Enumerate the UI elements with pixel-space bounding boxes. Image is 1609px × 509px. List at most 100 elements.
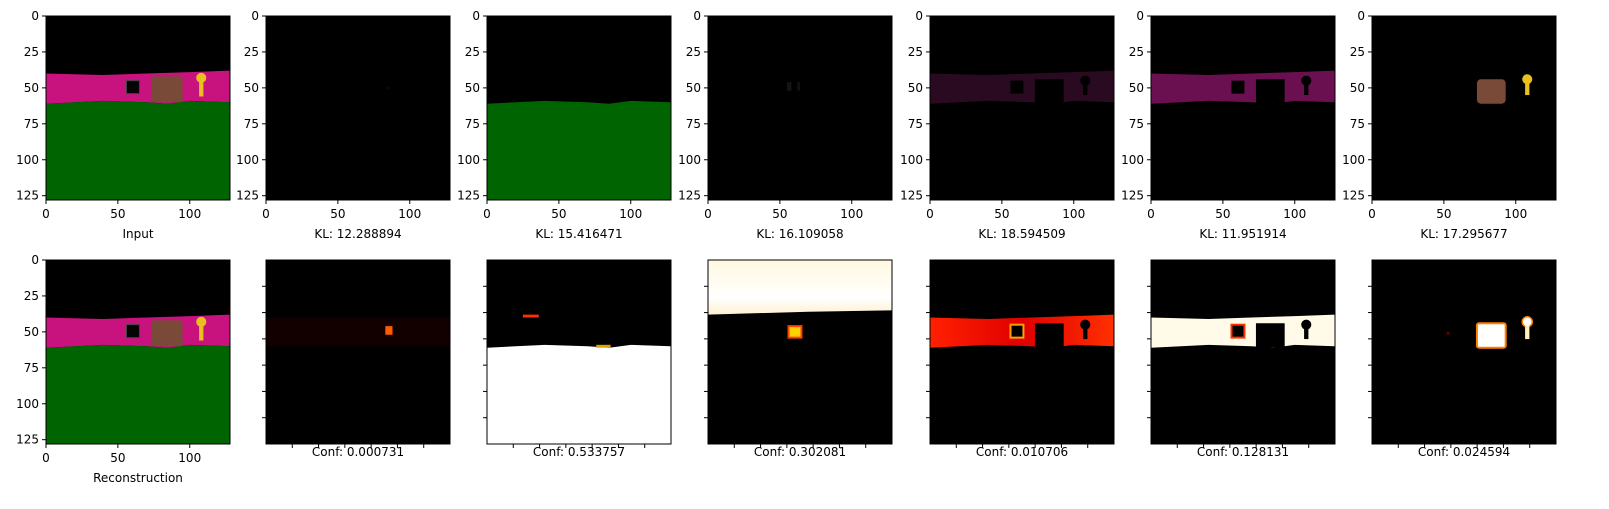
panel-label: Conf: 0.024594 [1418,445,1510,459]
axes-frame [1150,259,1336,445]
x-tick-label: 0 [1147,207,1155,221]
y-tick-label: 125 [16,189,39,203]
y-tick-label: 25 [24,45,39,59]
panel-label: Conf: 0.010706 [976,445,1068,459]
panel-label: Conf: 0.000731 [312,445,404,459]
axes-frame [707,15,893,201]
y-tick-label: 50 [244,81,259,95]
panel-top-2: 0 50 100 0 25 50 75 100 125 KL: 12.288894 [236,9,451,241]
heat-edge-spot [596,344,611,348]
heat-key [1525,326,1530,340]
panel-bottom-3: Conf: 0.533757 [483,259,672,459]
panel-top-5: 0 50 100 0 25 50 75 100 125 KL: 18.594509 [900,9,1115,241]
key-head [196,72,207,83]
x-tick-label: 0 [262,207,270,221]
y-tick-label: 0 [1357,9,1365,23]
x-tick-label: 100 [619,207,642,221]
panel-label: KL: 15.416471 [535,227,622,241]
window-hole [1230,323,1246,339]
panel-bottom-5: Conf: 0.010706 [926,259,1115,459]
box-object [150,76,183,103]
key-hole [1301,319,1312,330]
key-hole [1304,326,1309,340]
y-tick-label: 25 [465,45,480,59]
x-tick-label: 50 [551,207,566,221]
box-hole [1034,323,1064,348]
y-tick-label: 50 [24,81,39,95]
axes-frame [486,259,672,445]
floor-mask [487,100,671,200]
y-tick-label: 125 [457,189,480,203]
faint-speck [386,86,390,90]
faint-mark [797,82,800,91]
heat-spot [385,326,393,335]
x-tick-label: 100 [178,451,201,465]
key-mask [1525,82,1530,96]
panel-label: Conf: 0.302081 [754,445,846,459]
x-tick-label: 100 [1283,207,1306,221]
y-tick-label: 75 [24,361,39,375]
panel-label: Conf: 0.128131 [1197,445,1289,459]
key-hole [1080,319,1091,330]
panel-label: KL: 17.295677 [1420,227,1507,241]
key-shaft [199,80,204,97]
panel-top-7: 0 50 100 0 25 50 75 100 125 KL: 17.295677 [1342,9,1557,241]
panel-label: KL: 11.951914 [1199,227,1286,241]
panel-label: Conf: 0.533757 [533,445,625,459]
box-hole [1255,79,1285,104]
y-tick-label: 25 [244,45,259,59]
x-tick-label: 0 [704,207,712,221]
y-tick-label: 25 [1350,45,1365,59]
x-tick-label: 50 [772,207,787,221]
x-tick-label: 50 [110,207,125,221]
panel-background [1372,16,1556,200]
window-object [126,80,140,95]
panel-label: KL: 18.594509 [978,227,1065,241]
window-hole [1231,80,1245,94]
box-object [150,320,183,347]
heat-edge-spot [522,314,539,318]
y-tick-label: 100 [16,153,39,167]
y-tick-label: 50 [686,81,701,95]
axes-frame [929,15,1115,201]
x-tick-label: 0 [42,207,50,221]
faint-mark [787,82,792,91]
axes-frame [265,259,451,445]
axes-frame [707,259,893,445]
panel-bottom-4: Conf: 0.302081 [704,259,893,459]
y-tick-label: 75 [1129,117,1144,131]
x-tick-label: 50 [994,207,1009,221]
axes-frame [929,259,1115,445]
x-tick-label: 0 [926,207,934,221]
y-tick-label: 125 [16,433,39,447]
heat-speck [1446,331,1450,335]
x-tick-label: 100 [840,207,863,221]
x-tick-label: 100 [1062,207,1085,221]
key-hole [1304,82,1309,96]
x-tick-label: 50 [110,451,125,465]
box-mask [1476,79,1506,104]
key-hole [1301,75,1312,86]
floor-region [46,100,230,200]
y-tick-label: 25 [1129,45,1144,59]
x-tick-label: 50 [330,207,345,221]
axes-frame [45,15,231,201]
axes-frame [1150,15,1336,201]
key-hole [1083,82,1088,96]
panel-background [1151,16,1335,200]
panel-bottom-7: Conf: 0.024594 [1368,259,1557,459]
y-tick-label: 75 [1350,117,1365,131]
panel-background [930,16,1114,200]
panel-top-3: 0 50 100 0 25 50 75 100 125 KL: 15.416471 [457,9,672,241]
panel-background [266,260,450,444]
y-tick-label: 50 [1350,81,1365,95]
x-tick-label: 100 [1504,207,1527,221]
y-tick-label: 25 [24,289,39,303]
y-tick-label: 25 [908,45,923,59]
panel-background [930,260,1114,444]
key-shaft [199,324,204,341]
panel-label: Input [122,227,153,241]
key-mask [1522,74,1533,85]
x-tick-label: 100 [398,207,421,221]
